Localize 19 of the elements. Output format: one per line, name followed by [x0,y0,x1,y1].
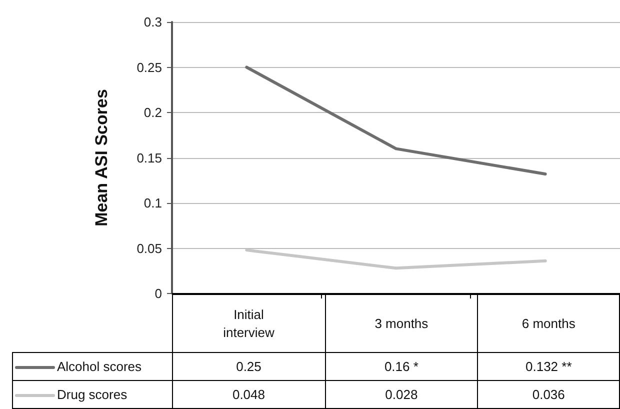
legend-label: Alcohol scores [12,352,172,380]
legend-label: Drug scores [12,380,172,408]
y-tick-label: 0.1 [144,196,162,210]
y-tick-label: 0.3 [144,14,162,30]
y-tick-label: 0.25 [136,60,162,75]
x-tick-label: 3 months [325,294,478,352]
data-label: 0.132 ** [478,352,620,380]
data-label: 0.25 [172,352,326,380]
data-label: 0.028 [325,380,478,408]
data-label: 0.16 * [325,352,478,380]
data-label: 0.048 [172,380,326,408]
y-tick-label: 0.05 [136,240,162,256]
x-tick-label: Initial interview [172,294,326,352]
y-tick-label: 0.2 [144,105,162,120]
x-tick-label: 6 months [478,294,620,352]
y-axis-title: Mean ASI Scores [92,89,111,226]
y-tick-label: 0 [154,286,162,301]
data-label: 0.036 [478,380,620,408]
y-tick-label: 0.15 [136,150,162,166]
